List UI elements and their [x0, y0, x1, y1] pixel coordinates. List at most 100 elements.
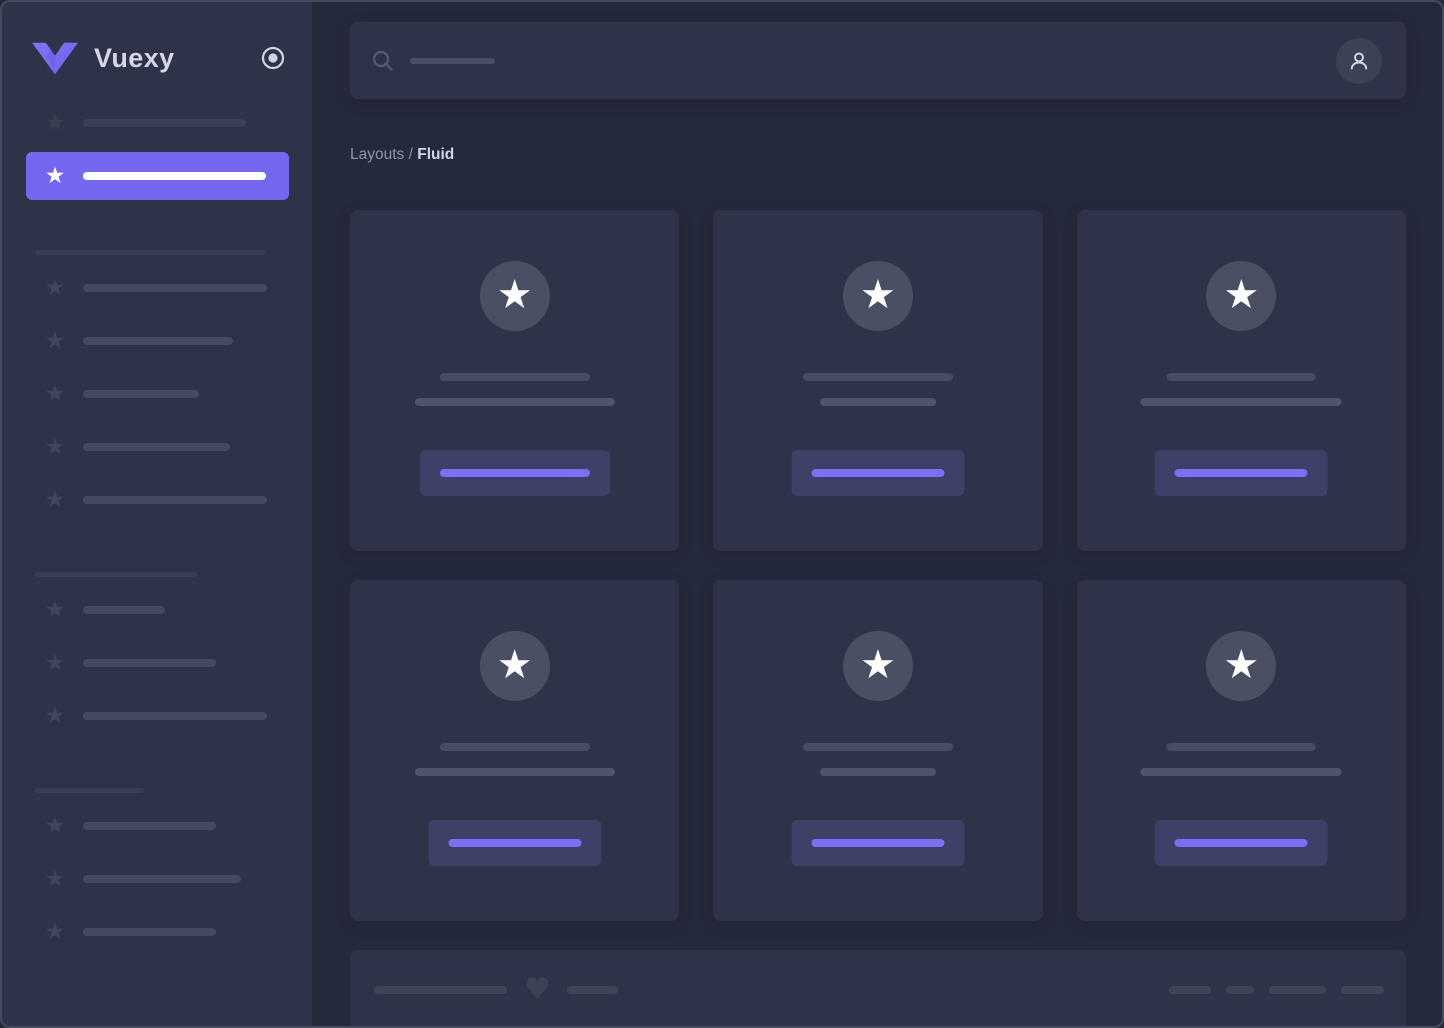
search-placeholder-skeleton[interactable] — [410, 57, 495, 64]
footer-link-skeleton[interactable] — [1341, 986, 1384, 994]
sidebar-item[interactable]: ★ — [26, 586, 289, 634]
card: ★ — [713, 210, 1043, 551]
star-icon: ★ — [860, 641, 896, 688]
card-avatar: ★ — [1206, 631, 1277, 701]
breadcrumb-section[interactable]: Layouts — [350, 146, 405, 163]
sidebar-item[interactable]: ★ — [26, 855, 289, 903]
card-title-skeleton — [1166, 373, 1316, 381]
card: ★ — [1076, 210, 1406, 551]
card-button-label-skeleton — [811, 469, 945, 477]
card-button[interactable] — [1154, 820, 1328, 866]
sidebar-item-label-skeleton — [83, 284, 267, 292]
card: ★ — [1076, 580, 1406, 921]
sidebar-item[interactable]: ★ — [26, 639, 289, 687]
star-icon: ★ — [44, 649, 66, 676]
star-icon: ★ — [44, 380, 66, 407]
card-avatar: ★ — [479, 631, 550, 701]
card-subtitle-skeleton — [1140, 398, 1342, 406]
card-button[interactable] — [791, 450, 965, 496]
star-icon: ★ — [44, 109, 66, 136]
star-icon: ★ — [44, 812, 66, 839]
sidebar-item[interactable]: ★ — [26, 317, 289, 365]
sidebar-item[interactable]: ★ — [26, 370, 289, 418]
top-navbar — [350, 22, 1406, 99]
sidebar-item-label-skeleton — [83, 928, 216, 936]
card-button[interactable] — [1154, 450, 1328, 496]
sidebar-item-label-skeleton — [83, 606, 165, 614]
sidebar-item[interactable]: ★ — [26, 802, 289, 850]
footer-text-skeleton — [566, 986, 618, 994]
star-icon: ★ — [44, 702, 66, 729]
sidebar-header: Vuexy — [32, 30, 286, 86]
section-header-skeleton — [35, 250, 266, 255]
sidebar-item-label-skeleton — [83, 119, 246, 127]
sidebar-item[interactable]: ★ — [26, 476, 289, 524]
card-title-skeleton — [802, 743, 953, 751]
search-icon[interactable] — [370, 48, 396, 74]
sidebar-item-active[interactable]: ★ — [26, 152, 289, 200]
heart-icon: ♥ — [524, 972, 551, 1007]
card-button[interactable] — [419, 450, 610, 496]
breadcrumb-current: Fluid — [417, 146, 455, 163]
sidebar: Vuexy ★ ★ ★ ★ ★ ★ ★ ★ ★ ★ ★ ★ ★ — [2, 2, 312, 1026]
card-title-skeleton — [439, 743, 590, 751]
card-button-label-skeleton — [1174, 839, 1308, 847]
card-title-skeleton — [802, 373, 953, 381]
card-subtitle-skeleton — [414, 398, 615, 406]
sidebar-item[interactable]: ★ — [26, 423, 289, 471]
vuexy-logo-icon — [32, 42, 78, 74]
sidebar-item-label-skeleton — [83, 875, 241, 883]
star-icon: ★ — [496, 271, 533, 318]
sidebar-item-label-skeleton — [83, 659, 216, 667]
card-subtitle-skeleton — [414, 768, 615, 776]
card-button-label-skeleton — [1174, 469, 1308, 477]
star-icon: ★ — [1223, 641, 1260, 688]
sidebar-item-label-skeleton — [83, 712, 267, 720]
card-title-skeleton — [439, 373, 590, 381]
card-subtitle-skeleton — [1140, 768, 1342, 776]
card-subtitle-skeleton — [819, 398, 936, 406]
sidebar-item[interactable]: ★ — [26, 692, 289, 740]
footer: ♥ — [350, 950, 1406, 1026]
sidebar-item[interactable]: ★ — [26, 264, 289, 312]
sidebar-item-label-skeleton — [83, 337, 233, 345]
card: ★ — [713, 580, 1043, 921]
star-icon: ★ — [496, 641, 533, 688]
card-button[interactable] — [428, 820, 602, 866]
card-avatar: ★ — [842, 261, 913, 331]
star-icon: ★ — [44, 162, 66, 189]
card-avatar: ★ — [1206, 261, 1277, 331]
breadcrumb-separator: / — [408, 146, 413, 163]
sidebar-item-label-skeleton — [83, 496, 267, 504]
card-button-label-skeleton — [811, 839, 945, 847]
card: ★ — [350, 580, 680, 921]
sidebar-item-label-skeleton — [83, 172, 266, 180]
star-icon: ★ — [44, 274, 66, 301]
breadcrumb: Layouts / Fluid — [350, 146, 454, 164]
section-header-skeleton — [35, 572, 197, 577]
footer-text-skeleton — [374, 986, 507, 994]
section-header-skeleton — [35, 788, 144, 793]
card-button-label-skeleton — [439, 469, 590, 477]
star-icon: ★ — [44, 486, 66, 513]
sidebar-item-label-skeleton — [83, 822, 216, 830]
user-avatar[interactable] — [1336, 37, 1382, 84]
star-icon: ★ — [860, 271, 896, 318]
brand-name: Vuexy — [94, 42, 175, 73]
footer-link-skeleton[interactable] — [1226, 986, 1254, 994]
card-button[interactable] — [791, 820, 965, 866]
star-icon: ★ — [44, 433, 66, 460]
card-avatar: ★ — [479, 261, 550, 331]
star-icon: ★ — [44, 918, 66, 945]
sidebar-item-label-skeleton — [83, 443, 230, 451]
footer-link-skeleton[interactable] — [1269, 986, 1326, 994]
star-icon: ★ — [44, 327, 66, 354]
card-avatar: ★ — [842, 631, 913, 701]
sidebar-item[interactable]: ★ — [26, 908, 289, 956]
menu-pin-radio-icon[interactable] — [260, 45, 286, 71]
card-subtitle-skeleton — [819, 768, 936, 776]
star-icon: ★ — [1223, 271, 1260, 318]
footer-link-skeleton[interactable] — [1169, 986, 1211, 994]
sidebar-item[interactable]: ★ — [26, 99, 289, 147]
